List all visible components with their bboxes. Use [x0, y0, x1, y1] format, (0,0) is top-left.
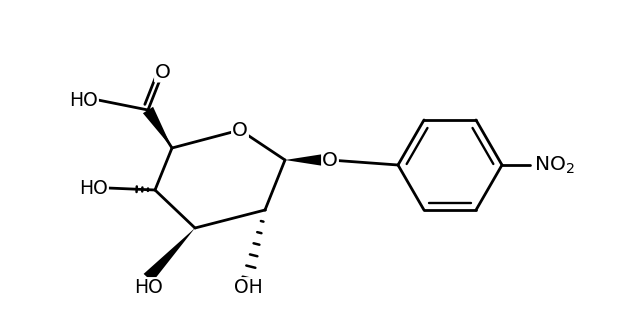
- Text: HO: HO: [69, 91, 98, 110]
- Text: HO: HO: [134, 278, 163, 297]
- Polygon shape: [143, 107, 172, 148]
- Text: HO: HO: [79, 178, 108, 197]
- Text: O: O: [322, 151, 338, 170]
- Polygon shape: [285, 153, 330, 167]
- Text: O: O: [232, 120, 248, 139]
- Polygon shape: [143, 228, 195, 282]
- Text: O: O: [155, 63, 171, 81]
- Text: OH: OH: [234, 278, 262, 297]
- Text: NO$_2$: NO$_2$: [534, 154, 575, 176]
